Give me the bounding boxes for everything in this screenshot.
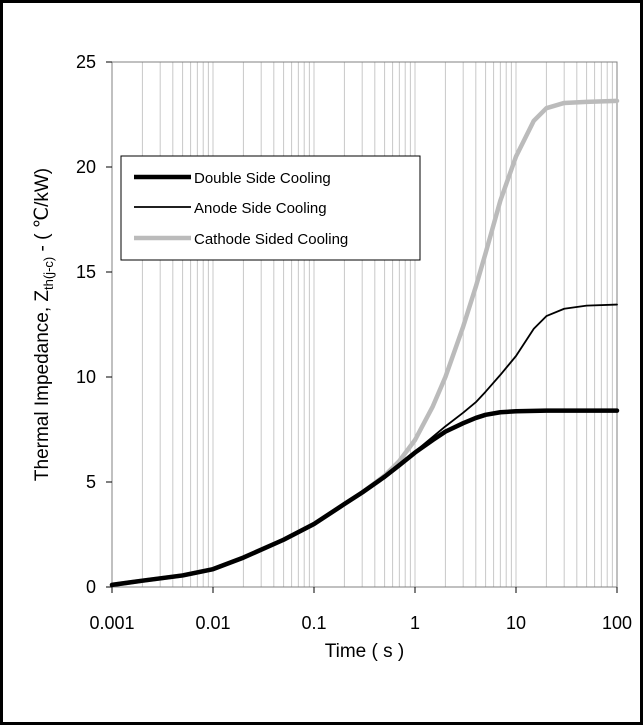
plot-area xyxy=(111,61,618,588)
series-line-1 xyxy=(111,303,618,586)
x-tick-label: 1 xyxy=(410,613,420,633)
series-lines xyxy=(109,98,620,588)
legend-label-double-side: Double Side Cooling xyxy=(194,170,331,187)
y-tick-label: 20 xyxy=(76,157,96,177)
x-tick-label: 100 xyxy=(602,613,632,633)
x-axis-ticks: 0.001 0.01 0.1 1 10 100 xyxy=(89,587,632,633)
legend-label-cathode-side: Cathode Sided Cooling xyxy=(194,231,348,248)
y-tick-label: 5 xyxy=(86,472,96,492)
y-tick-label: 15 xyxy=(76,262,96,282)
y-axis-label-suffix: - ( ℃/kW) xyxy=(32,168,53,257)
y-axis-label: Thermal Impedance, Zth(j-c) - ( ℃/kW) xyxy=(32,168,56,481)
y-axis-label-prefix: Thermal Impedance, Z xyxy=(32,290,53,482)
y-tick-label: 25 xyxy=(76,52,96,72)
y-axis-ticks: 0 5 10 15 20 25 xyxy=(76,52,112,597)
legend-box xyxy=(120,155,421,261)
y-tick-label: 0 xyxy=(86,577,96,597)
legend: Double Side Cooling Anode Side Cooling C… xyxy=(120,155,421,261)
legend-label-anode-side: Anode Side Cooling xyxy=(194,200,327,217)
y-tick-label: 10 xyxy=(76,367,96,387)
x-tick-label: 10 xyxy=(506,613,526,633)
x-tick-label: 0.1 xyxy=(301,613,326,633)
grid-lines xyxy=(141,62,613,587)
y-axis-label-subscript: th(j-c) xyxy=(41,257,56,290)
x-tick-label: 0.01 xyxy=(195,613,230,633)
x-axis-label: Time ( s ) xyxy=(325,641,405,662)
x-tick-label: 0.001 xyxy=(89,613,134,633)
series-line-0 xyxy=(109,408,620,588)
